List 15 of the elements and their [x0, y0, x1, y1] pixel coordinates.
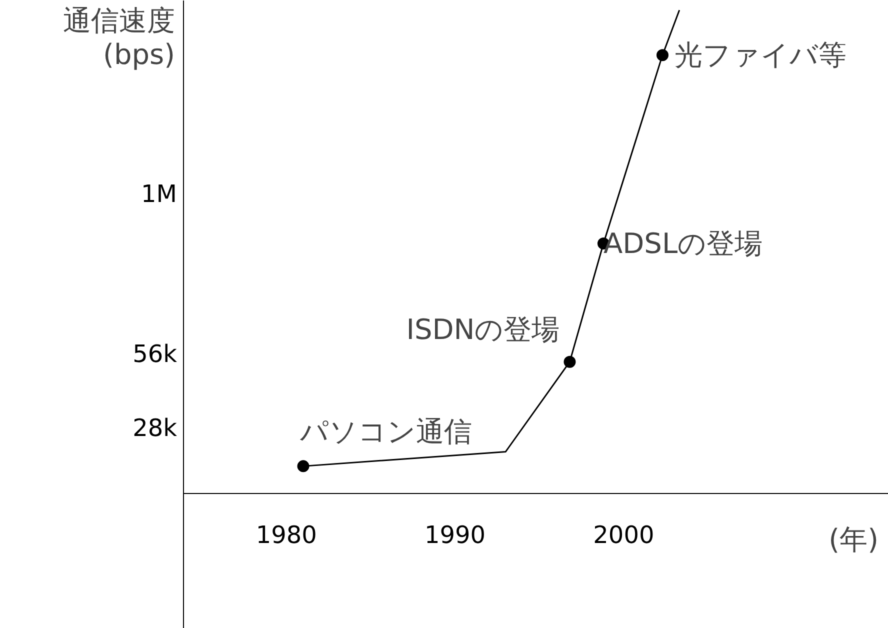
text: 56k	[132, 340, 177, 368]
x-tick-label: 2000	[593, 521, 654, 550]
point	[297, 460, 310, 472]
annotation: パソコン通信	[299, 415, 472, 448]
x-tick-label: 1990	[424, 521, 486, 550]
text: 28k	[132, 414, 177, 442]
point	[564, 356, 576, 368]
annotation: ISDNの登場	[406, 312, 560, 346]
annotation: ADSLの登場	[603, 226, 763, 260]
x-axis-title: (年)	[828, 523, 879, 556]
annotation: 光ファイバ等	[674, 38, 846, 72]
point	[656, 49, 668, 62]
y-axis-title: 通信速度 (bps)	[63, 4, 175, 72]
text: 1M	[141, 180, 177, 208]
x-tick-label: 1980	[256, 521, 317, 550]
